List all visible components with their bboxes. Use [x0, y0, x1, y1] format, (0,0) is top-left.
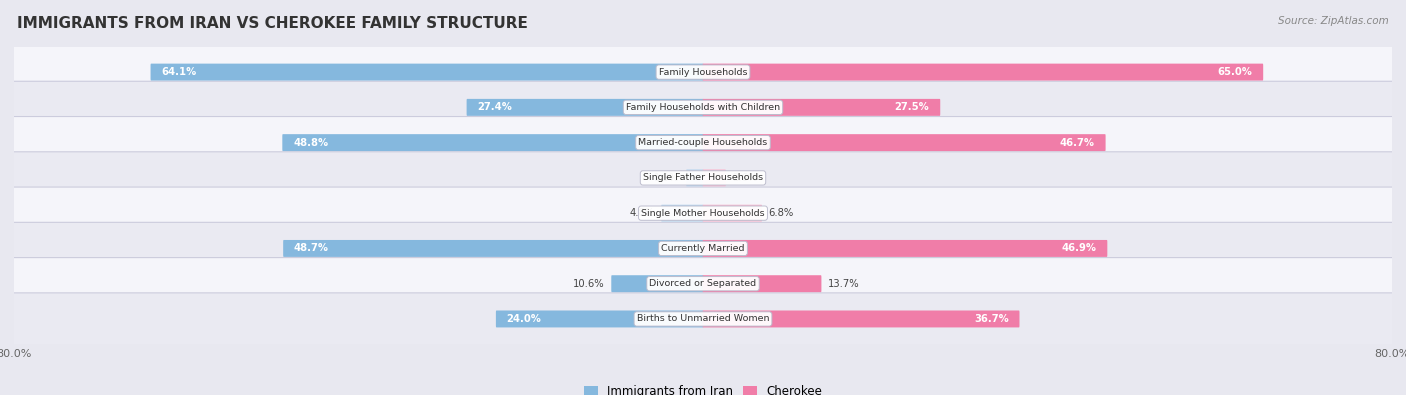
FancyBboxPatch shape	[703, 205, 762, 222]
FancyBboxPatch shape	[11, 152, 1395, 204]
FancyBboxPatch shape	[11, 46, 1395, 98]
Text: 36.7%: 36.7%	[974, 314, 1008, 324]
FancyBboxPatch shape	[686, 169, 703, 186]
Text: 6.8%: 6.8%	[769, 208, 794, 218]
FancyBboxPatch shape	[703, 134, 1105, 151]
Text: 4.8%: 4.8%	[630, 208, 655, 218]
FancyBboxPatch shape	[703, 64, 1263, 81]
FancyBboxPatch shape	[612, 275, 703, 292]
FancyBboxPatch shape	[661, 205, 703, 222]
FancyBboxPatch shape	[703, 310, 1019, 327]
FancyBboxPatch shape	[150, 64, 703, 81]
FancyBboxPatch shape	[467, 99, 703, 116]
FancyBboxPatch shape	[283, 240, 703, 257]
Text: Births to Unmarried Women: Births to Unmarried Women	[637, 314, 769, 324]
Text: Family Households with Children: Family Households with Children	[626, 103, 780, 112]
Text: 65.0%: 65.0%	[1218, 67, 1253, 77]
Text: 46.7%: 46.7%	[1060, 137, 1095, 148]
FancyBboxPatch shape	[283, 134, 703, 151]
Text: IMMIGRANTS FROM IRAN VS CHEROKEE FAMILY STRUCTURE: IMMIGRANTS FROM IRAN VS CHEROKEE FAMILY …	[17, 16, 527, 31]
Text: 46.9%: 46.9%	[1062, 243, 1097, 254]
Text: 27.4%: 27.4%	[478, 102, 512, 112]
FancyBboxPatch shape	[496, 310, 703, 327]
FancyBboxPatch shape	[11, 222, 1395, 275]
Text: 24.0%: 24.0%	[506, 314, 541, 324]
Text: Currently Married: Currently Married	[661, 244, 745, 253]
Text: Divorced or Separated: Divorced or Separated	[650, 279, 756, 288]
Text: 2.6%: 2.6%	[733, 173, 758, 183]
Text: Family Households: Family Households	[659, 68, 747, 77]
FancyBboxPatch shape	[11, 293, 1395, 345]
Text: 48.7%: 48.7%	[294, 243, 329, 254]
FancyBboxPatch shape	[11, 81, 1395, 134]
FancyBboxPatch shape	[703, 240, 1108, 257]
FancyBboxPatch shape	[703, 275, 821, 292]
Text: 27.5%: 27.5%	[894, 102, 929, 112]
FancyBboxPatch shape	[11, 187, 1395, 239]
Legend: Immigrants from Iran, Cherokee: Immigrants from Iran, Cherokee	[579, 380, 827, 395]
FancyBboxPatch shape	[11, 258, 1395, 310]
Text: 1.9%: 1.9%	[654, 173, 679, 183]
Text: 64.1%: 64.1%	[162, 67, 197, 77]
Text: Single Mother Households: Single Mother Households	[641, 209, 765, 218]
FancyBboxPatch shape	[703, 99, 941, 116]
Text: Single Father Households: Single Father Households	[643, 173, 763, 182]
Text: 13.7%: 13.7%	[828, 279, 859, 289]
FancyBboxPatch shape	[11, 117, 1395, 169]
Text: Married-couple Households: Married-couple Households	[638, 138, 768, 147]
Text: Source: ZipAtlas.com: Source: ZipAtlas.com	[1278, 16, 1389, 26]
Text: 48.8%: 48.8%	[292, 137, 328, 148]
FancyBboxPatch shape	[703, 169, 725, 186]
Text: 10.6%: 10.6%	[574, 279, 605, 289]
